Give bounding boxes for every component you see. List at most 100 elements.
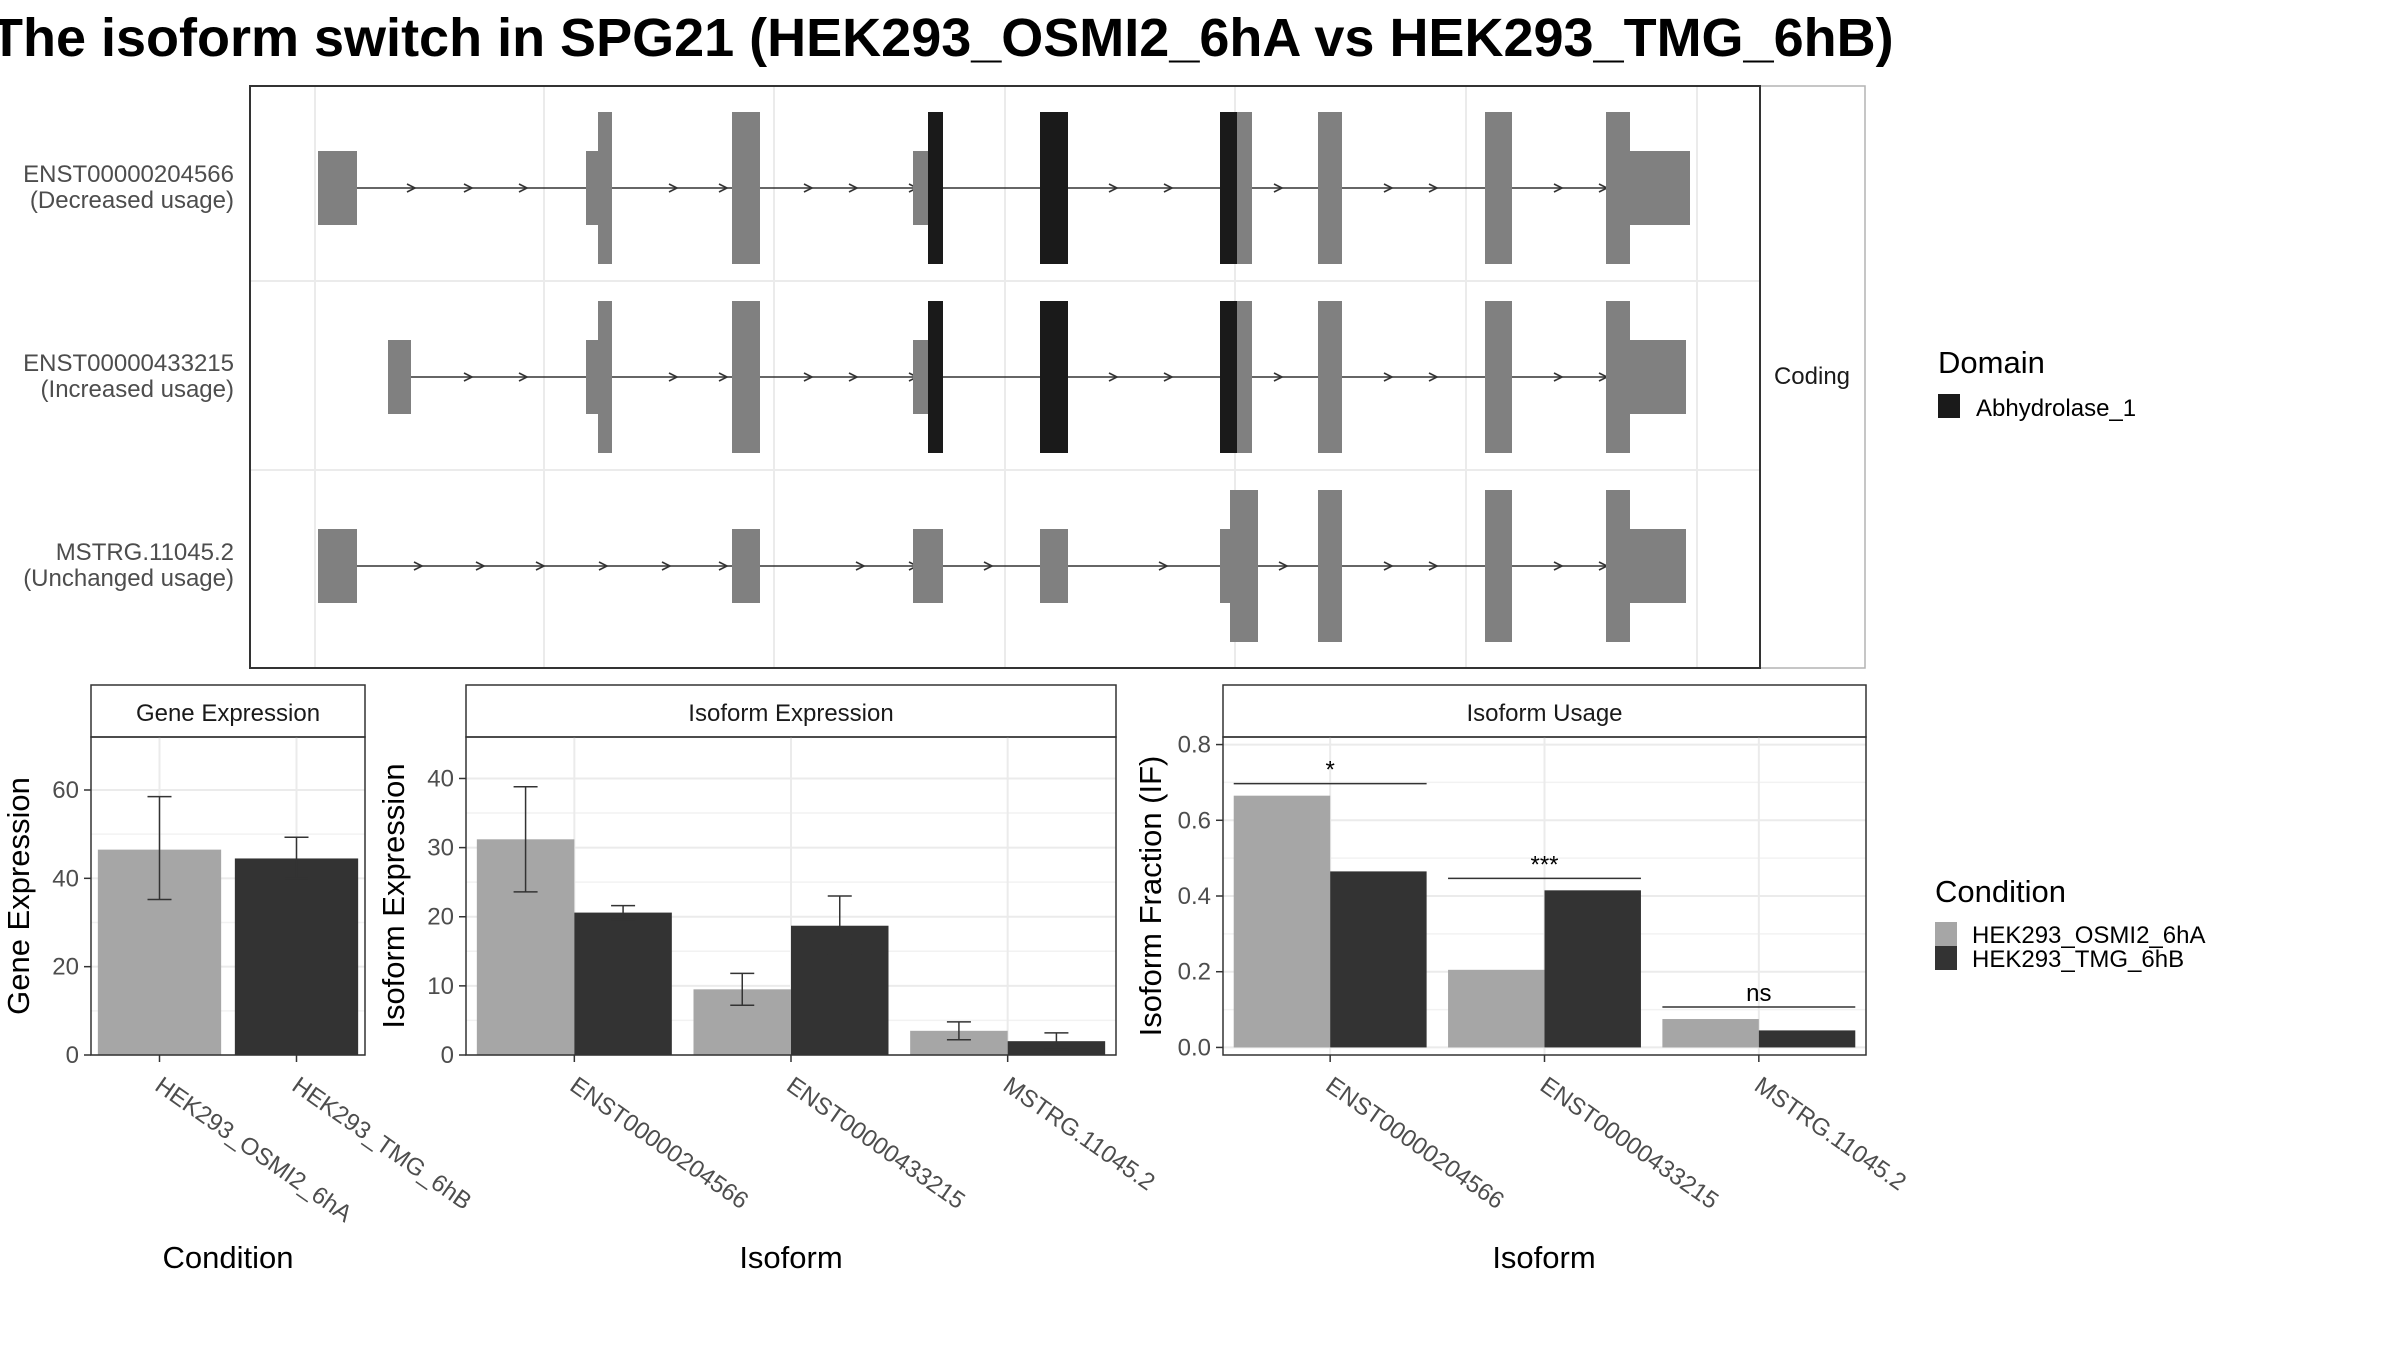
y-tick-label: 10	[427, 973, 454, 1000]
intron-arrow-2-6	[855, 561, 866, 571]
intron-arrow-1-7	[1108, 372, 1119, 382]
intron-arrow-2-8	[983, 561, 994, 571]
exon-1-2	[598, 301, 612, 453]
intron-arrow-0-9	[1163, 183, 1174, 193]
intron-arrow-2-4	[661, 561, 672, 571]
intron-arrow-2-11	[1383, 561, 1394, 571]
bar	[574, 912, 672, 1055]
transcript-structure-panel: Coding ENST00000204566(Decreased usage) EN…	[23, 85, 1866, 669]
intron-arrow-1-1	[518, 372, 529, 382]
panel-title: Isoform Expression	[688, 700, 893, 727]
x-tick-label: ENST00000204566	[1321, 1072, 1509, 1215]
x-tick-label: ENST00000433215	[782, 1072, 970, 1215]
exon-0-9	[1318, 112, 1342, 264]
y-tick-label: 0	[441, 1042, 454, 1069]
exon-1-0	[388, 340, 411, 414]
condition-legend-label-a: HEK293_OSMI2_6hA	[1972, 922, 2205, 949]
intron-arrow-2-3	[598, 561, 609, 571]
y-tick-label: 20	[427, 904, 454, 931]
domain-block-0-2	[1220, 112, 1237, 264]
intron-arrow-0-10	[1273, 183, 1284, 193]
intron-arrow-2-12	[1428, 561, 1439, 571]
intron-arrow-1-8	[1163, 372, 1174, 382]
y-tick-label: 0.6	[1178, 807, 1211, 834]
exon-2-4	[1220, 529, 1230, 603]
y-tick-label: 0.8	[1178, 732, 1211, 759]
exon-0-12	[1630, 151, 1690, 225]
exon-0-4	[913, 151, 928, 225]
significance-label: ***	[1530, 851, 1558, 878]
domain-block-1-0	[928, 301, 943, 453]
intron-arrow-0-3	[668, 183, 679, 193]
intron-arrow-1-4	[803, 372, 814, 382]
panel-title: Isoform Usage	[1466, 700, 1622, 727]
condition-legend-title: Condition	[1935, 874, 2066, 909]
x-tick-label: ENST00000433215	[1535, 1072, 1723, 1215]
transcript-usage-0: (Decreased usage)	[30, 187, 234, 214]
intron-arrow-0-8	[1108, 183, 1119, 193]
intron-arrow-0-1	[463, 183, 474, 193]
exon-0-11	[1606, 112, 1630, 264]
exon-2-1	[732, 529, 760, 603]
panel-strip	[90, 684, 366, 738]
exon-0-2	[598, 112, 612, 264]
exon-0-1	[586, 151, 598, 225]
exon-1-12	[1630, 340, 1686, 414]
isoform-usage-panel: Isoform Usage0.00.20.40.60.8****nsENST00…	[1133, 684, 1911, 1275]
exon-2-3	[1040, 529, 1068, 603]
transcript-label-2: MSTRG.11045.2	[56, 539, 234, 566]
significance-label: ns	[1746, 980, 1771, 1007]
intron-arrow-2-0	[413, 561, 424, 571]
intron-arrow-0-2	[518, 183, 529, 193]
intron-arrow-1-12	[1553, 372, 1564, 382]
figure-title: The isoform switch in SPG21 (HEK293_OSMI…	[0, 8, 1894, 68]
exon-2-7	[1485, 490, 1512, 642]
bar	[1330, 871, 1427, 1048]
x-tick-label: MSTRG.11045.2	[1749, 1072, 1911, 1196]
domain-legend-key	[1938, 394, 1960, 418]
exon-1-8	[1237, 301, 1252, 453]
exon-2-8	[1606, 490, 1630, 642]
exon-1-1	[586, 340, 598, 414]
y-tick-label: 0.4	[1178, 883, 1211, 910]
exon-0-3	[732, 112, 760, 264]
exon-2-9	[1630, 529, 1686, 603]
exon-1-4	[913, 340, 928, 414]
x-axis-title: Condition	[163, 1240, 294, 1275]
domain-block-1-2	[1220, 301, 1237, 453]
domain-block-0-1	[1040, 112, 1068, 264]
intron-arrow-1-2	[668, 372, 679, 382]
bar	[1544, 890, 1641, 1048]
facet-strip-label: Coding	[1774, 363, 1850, 390]
exon-1-11	[1606, 301, 1630, 453]
exon-2-5	[1230, 490, 1258, 642]
intron-arrow-2-10	[1278, 561, 1289, 571]
condition-legend-key-a	[1935, 922, 1957, 946]
y-tick-label: 0	[66, 1042, 79, 1069]
y-axis-title: Isoform Fraction (IF)	[1133, 756, 1168, 1037]
intron-arrow-1-9	[1273, 372, 1284, 382]
intron-arrow-0-4	[718, 183, 729, 193]
intron-arrow-2-1	[475, 561, 486, 571]
bar	[1662, 1019, 1759, 1048]
isoform-expression-panel: Isoform Expression 0 10 20 30 40 ENST000002045…	[376, 684, 1160, 1275]
transcript-label-1: ENST00000433215	[23, 350, 234, 377]
intron-arrow-1-10	[1383, 372, 1394, 382]
condition-legend-label-b: HEK293_TMG_6hB	[1972, 946, 2184, 973]
exon-2-6	[1318, 490, 1342, 642]
exon-0-0	[318, 151, 357, 225]
y-tick-label: 60	[52, 777, 79, 804]
exon-2-0	[318, 529, 357, 603]
exon-1-3	[732, 301, 760, 453]
x-axis-title: Isoform	[1492, 1240, 1595, 1275]
intron-arrow-2-5	[718, 561, 729, 571]
intron-arrow-0-11	[1383, 183, 1394, 193]
domain-legend-title: Domain	[1938, 345, 2045, 380]
intron-arrow-2-13	[1553, 561, 1564, 571]
domain-legend-label: Abhydrolase_1	[1976, 395, 2136, 422]
y-tick-label: 40	[427, 765, 454, 792]
intron-arrow-0-12	[1428, 183, 1439, 193]
exon-2-2	[913, 529, 943, 603]
y-axis-title: Isoform Expression	[376, 763, 411, 1028]
